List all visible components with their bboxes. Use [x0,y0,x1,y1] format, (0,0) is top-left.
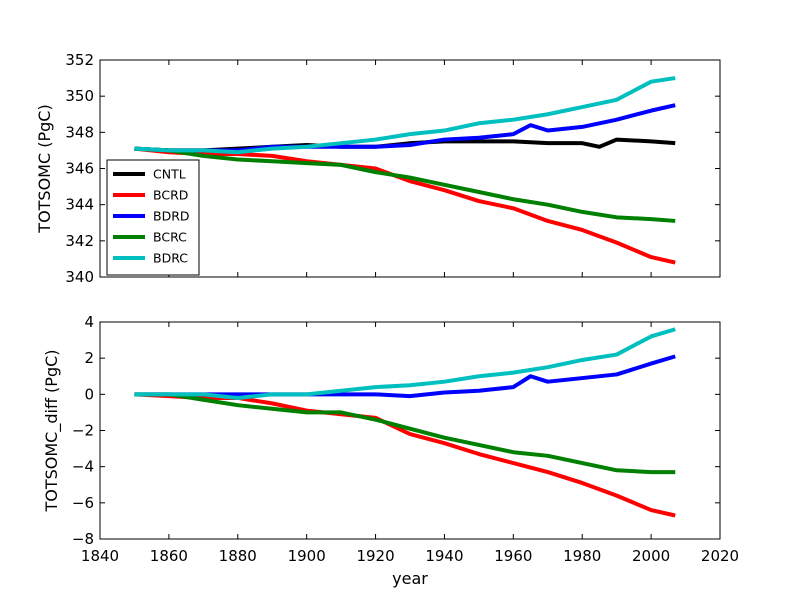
legend-label-bdrd: BDRD [153,209,190,224]
bottom-series-bdrd [134,354,676,399]
bottom-x-tick-label: 1940 [425,547,463,565]
legend-label-bcrc: BCRC [153,230,187,245]
legend-label-bdrc: BDRC [153,251,188,266]
legend: CNTL BCRD BDRD BCRC BDRC [106,159,200,276]
top-panel: 340 342 344 346 348 350 352 TOTSOMC (PgC) CNTL… [35,51,721,286]
bottom-x-tick-label: 1920 [356,547,394,565]
bottom-x-tick-label: 2000 [632,547,670,565]
bottom-y-tick-label: −8 [72,530,94,548]
legend-label-cntl: CNTL [153,167,186,182]
top-y-tick-label: 348 [65,123,94,141]
top-series-bdrc [134,76,676,155]
bottom-y-tick-label: −2 [72,422,94,440]
bottom-panel: 1840 1860 1880 1900 1920 1940 1960 1980 2000 2020… [42,313,739,588]
bottom-y-tick-label: −6 [72,494,94,512]
top-series-bcrd [134,146,676,265]
top-ticks: 340 342 344 346 348 350 352 [65,51,721,286]
bottom-series-bdrc [134,327,676,400]
bottom-x-tick-label: 1860 [150,547,188,565]
top-y-tick-label: 352 [65,51,94,69]
bottom-x-tick-label: 1840 [81,547,119,565]
bottom-y-tick-label: 0 [84,385,94,403]
top-y-axis-label: TOTSOMC (PgC) [35,104,54,233]
bottom-x-tick-label: 1880 [219,547,257,565]
top-series-layer [134,76,676,265]
bottom-x-tick-label: 2020 [701,547,739,565]
top-y-tick-label: 346 [65,160,94,178]
top-y-tick-label: 350 [65,87,94,105]
bottom-x-tick-label: 1960 [494,547,532,565]
bottom-x-tick-label: 1900 [288,547,326,565]
top-series-bcrc [134,146,676,223]
top-y-tick-label: 342 [65,232,94,250]
bottom-y-axis-label: TOTSOMC_diff (PgC) [42,349,62,512]
bottom-x-tick-label: 1980 [563,547,601,565]
bottom-y-tick-label: −4 [72,458,94,476]
bottom-y-tick-label: 2 [84,349,94,367]
bottom-y-tick-label: 4 [84,313,94,331]
top-y-tick-label: 340 [65,268,94,286]
x-axis-label: year [392,569,428,588]
bottom-series-bcrc [134,392,676,475]
top-y-tick-label: 344 [65,196,94,214]
bottom-ticks: 1840 1860 1880 1900 1920 1940 1960 1980 2000 2020… [72,313,739,565]
legend-label-bcrd: BCRD [153,188,188,203]
bottom-series-layer [134,327,676,518]
